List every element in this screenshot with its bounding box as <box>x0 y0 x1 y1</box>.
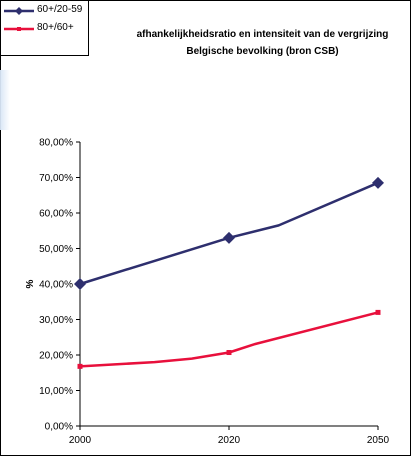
series-2-marker <box>77 363 83 369</box>
chart-title-line-2: Belgische bevolking (bron CSB) <box>186 46 339 57</box>
x-tick-label: 2020 <box>218 435 241 446</box>
legend-label-series-2: 80+/60+ <box>37 22 74 33</box>
series-1-marker <box>223 231 235 244</box>
y-tick-label: 70,00% <box>39 173 73 184</box>
series-2-marker <box>375 309 381 315</box>
window-edge-glow <box>0 70 10 130</box>
legend: 60+/20-59 80+/60+ <box>0 0 89 56</box>
legend-swatch-series-2 <box>4 27 34 31</box>
chart-title-line-1: afhankelijkheidsratio en intensiteit van… <box>136 29 389 40</box>
y-tick-label: 0,00% <box>45 422 73 433</box>
y-tick-label: 80,00% <box>39 138 73 149</box>
y-tick-label: 60,00% <box>39 209 73 220</box>
legend-swatch-series-1 <box>4 7 34 15</box>
series-2-marker <box>226 350 232 356</box>
series-line-2 <box>79 311 379 368</box>
y-axis-title: % <box>25 279 36 288</box>
chart-title: afhankelijkheidsratio en intensiteit van… <box>120 26 405 60</box>
y-tick-label: 30,00% <box>39 315 73 326</box>
x-tick-label: 2000 <box>69 435 92 446</box>
legend-label-series-1: 60+/20-59 <box>37 4 83 15</box>
y-tick-label: 10,00% <box>39 386 73 397</box>
y-tick-label: 40,00% <box>39 280 73 291</box>
series-1-marker <box>372 176 384 189</box>
y-tick-label: 20,00% <box>39 351 73 362</box>
x-tick-label: 2050 <box>367 435 390 446</box>
series-1-marker <box>74 278 86 290</box>
y-tick-label: 50,00% <box>39 244 73 255</box>
